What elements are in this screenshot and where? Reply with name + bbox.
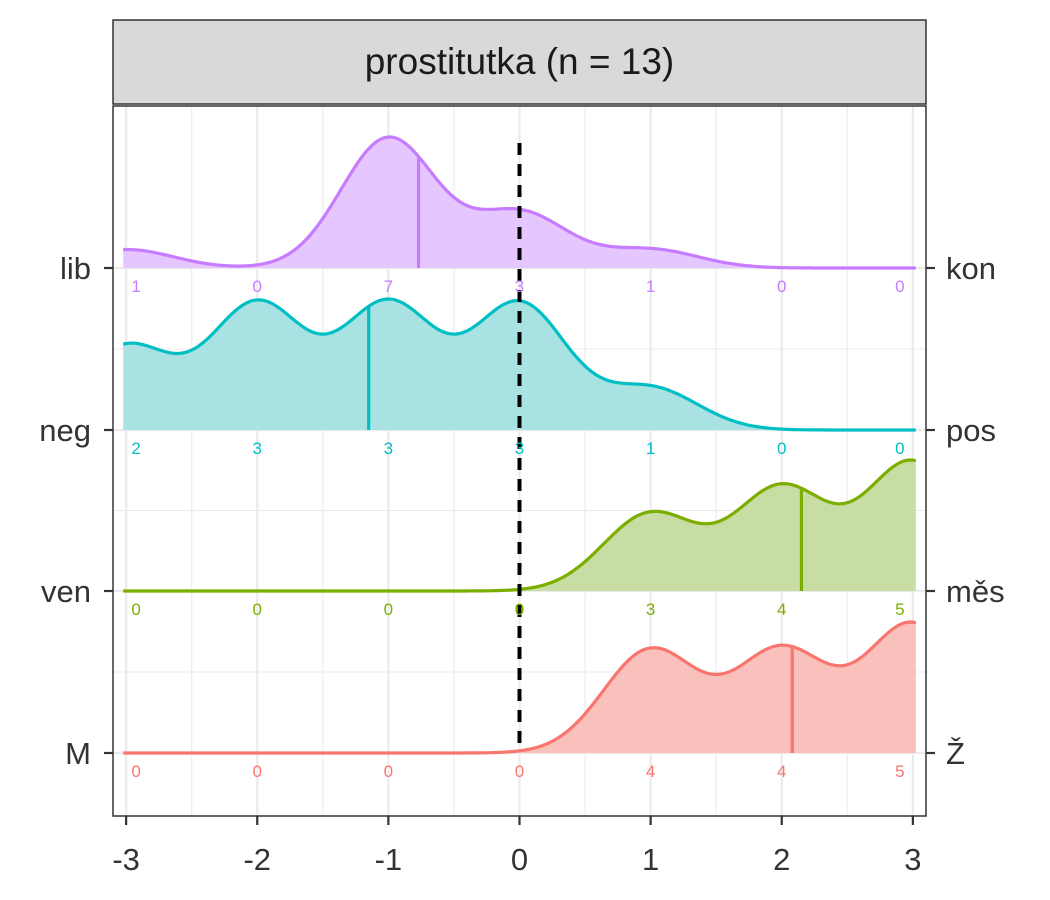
count-label: 0 [777, 439, 786, 458]
count-label: 3 [646, 600, 655, 619]
count-label: 0 [515, 762, 524, 781]
count-label: 0 [253, 277, 262, 296]
count-label: 5 [895, 600, 904, 619]
y-label-left: lib [60, 251, 91, 286]
count-labels: 1 0 7 3 1 0 0 2 3 3 3 1 0 0 0 0 0 0 3 4 5 0 0 0 0 4 4 5 [131, 277, 904, 781]
count-label: 1 [131, 277, 140, 296]
count-label: 3 [515, 439, 524, 458]
count-label: 0 [895, 277, 904, 296]
count-label: 0 [384, 762, 393, 781]
count-label: 4 [646, 762, 655, 781]
strip-background [112, 19, 927, 105]
count-label: 3 [384, 439, 393, 458]
count-label: 2 [131, 439, 140, 458]
count-label: 3 [253, 439, 262, 458]
x-tick-label: -3 [112, 842, 140, 877]
chart-title: prostitutka (n = 13) [365, 41, 675, 82]
ridge-area-ven [123, 460, 916, 591]
x-tick-label: 0 [511, 842, 528, 877]
count-label: 0 [131, 762, 140, 781]
count-label: 4 [777, 762, 786, 781]
count-label: 5 [895, 762, 904, 781]
ridge-area-lib [123, 137, 916, 268]
x-tick-label: 1 [642, 842, 659, 877]
x-tick-label: 3 [904, 842, 921, 877]
y-label-left: neg [39, 413, 91, 448]
x-tick-label: -1 [375, 842, 403, 877]
y-label-right: pos [946, 413, 996, 448]
ridge-line-M [123, 620, 917, 755]
count-label: 7 [384, 277, 393, 296]
count-label: 0 [384, 600, 393, 619]
count-label: 0 [131, 600, 140, 619]
y-label-right: kon [946, 251, 996, 286]
count-label: 4 [777, 600, 786, 619]
y-label-right: měs [946, 574, 1005, 609]
count-label: 0 [515, 600, 524, 619]
x-tick-label: 2 [773, 842, 790, 877]
ridge-area-M [123, 622, 916, 753]
count-label: 0 [895, 439, 904, 458]
axes: -3 -2 -1 0 1 2 3 lib kon neg pos ven měs M Ž [39, 251, 1004, 877]
count-label: 3 [515, 277, 524, 296]
count-label: 1 [646, 439, 655, 458]
count-label: 0 [253, 762, 262, 781]
x-tick-label: -2 [243, 842, 271, 877]
count-label: 1 [646, 277, 655, 296]
y-label-left: ven [41, 574, 91, 609]
count-label: 0 [777, 277, 786, 296]
count-label: 0 [253, 600, 262, 619]
y-label-right: Ž [946, 736, 965, 771]
y-label-left: M [65, 736, 91, 771]
